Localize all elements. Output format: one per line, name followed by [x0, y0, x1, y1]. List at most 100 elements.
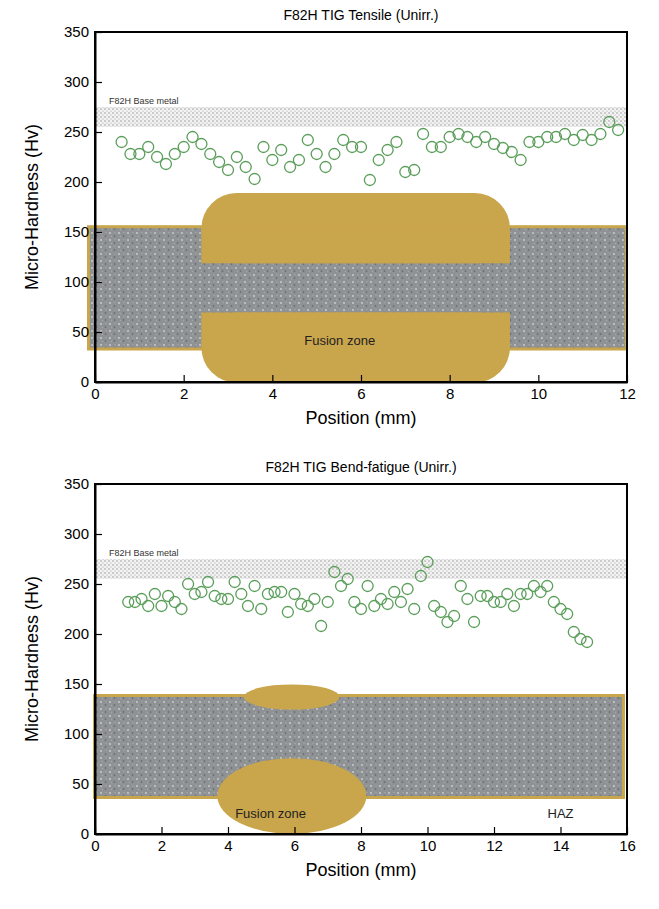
data-point [116, 137, 127, 148]
data-point [455, 581, 466, 592]
data-point [203, 577, 214, 588]
data-point [169, 597, 180, 608]
plot-area [95, 107, 627, 186]
specimen-notch [201, 312, 510, 382]
tick-label: 8 [446, 385, 454, 402]
data-point [329, 149, 340, 160]
data-point [415, 571, 426, 582]
data-point [316, 621, 327, 632]
data-point [178, 142, 189, 153]
tick: 14 [553, 827, 570, 854]
tick-label: 50 [72, 323, 89, 340]
tick: 10 [420, 827, 437, 854]
specimen-notch [201, 228, 510, 263]
data-point [604, 117, 615, 128]
data-point [508, 601, 519, 612]
data-point [362, 581, 373, 592]
tick-label: 4 [224, 837, 232, 854]
data-point [391, 137, 402, 148]
annotation: HAZ [548, 806, 574, 821]
data-point [535, 587, 546, 598]
data-point [156, 601, 167, 612]
base-metal-band [95, 107, 627, 127]
tick-mark [95, 132, 102, 133]
data-point [442, 617, 453, 628]
tick-mark [95, 82, 102, 83]
data-point [364, 175, 375, 186]
specimen-notch [201, 193, 510, 263]
data-point [256, 604, 267, 615]
data-point [382, 145, 393, 156]
tick-mark [95, 232, 102, 233]
data-point [143, 142, 154, 153]
data-point [595, 129, 606, 140]
data-point [382, 599, 393, 610]
tick-mark [294, 827, 295, 834]
data-point [176, 604, 187, 615]
tick-mark [184, 375, 185, 382]
data-point [262, 589, 273, 600]
tick-label: 4 [269, 385, 277, 402]
data-point [568, 627, 579, 638]
tick: 150 [64, 675, 102, 692]
data-point [613, 125, 624, 136]
tick-label: 10 [530, 385, 547, 402]
data-point [258, 142, 269, 153]
y-axis-title: Micro-Hardness (Hv) [22, 576, 42, 742]
data-point [282, 607, 293, 618]
data-point [293, 155, 304, 166]
tick-label: 150 [64, 223, 89, 240]
data-point [502, 589, 513, 600]
data-point [562, 609, 573, 620]
tick-label: 12 [486, 837, 503, 854]
data-point [469, 617, 480, 628]
data-point [160, 159, 171, 170]
data-point [548, 597, 559, 608]
x-axis: 024681012 [91, 375, 636, 402]
tick-mark [560, 827, 561, 834]
data-point [329, 567, 340, 578]
data-point [236, 589, 247, 600]
tick: 250 [64, 123, 102, 140]
tick-label: 14 [553, 837, 570, 854]
specimen-notch [201, 312, 510, 347]
data-point [240, 162, 251, 173]
data-point [528, 581, 539, 592]
tick: 100 [64, 725, 102, 742]
tick-label: 300 [64, 73, 89, 90]
tick-label: 0 [91, 385, 99, 402]
x-axis: 0246810121416 [91, 827, 636, 854]
tick-label: 300 [64, 525, 89, 542]
panel: F82H TIG Tensile (Unirr.)Fusion zoneF82H… [22, 7, 636, 428]
tick-label: 6 [357, 385, 365, 402]
tick: 150 [64, 223, 102, 240]
data-point [356, 142, 367, 153]
tick-mark [161, 827, 162, 834]
data-point [302, 601, 313, 612]
data-point [373, 155, 384, 166]
tick-mark [427, 827, 428, 834]
tick-label: 350 [64, 23, 89, 40]
data-point [349, 597, 360, 608]
data-point [136, 594, 147, 605]
tick: 200 [64, 625, 102, 642]
specimen [90, 228, 625, 347]
tick-label: 8 [357, 837, 365, 854]
plot-frame [95, 32, 627, 382]
tick-mark [95, 182, 102, 183]
annotation: F82H Base metal [109, 96, 179, 106]
data-point [149, 589, 160, 600]
x-axis-title: Position (mm) [305, 860, 416, 880]
data-point [449, 611, 460, 622]
tick-label: 350 [64, 475, 89, 492]
tick-label: 150 [64, 675, 89, 692]
data-point [267, 155, 278, 166]
data-point [320, 162, 331, 173]
data-point [489, 597, 500, 608]
data-point [276, 145, 287, 156]
data-point [515, 155, 526, 166]
tick-mark [95, 784, 102, 785]
tick-label: 250 [64, 123, 89, 140]
specimen-photo [87, 193, 628, 382]
data-point [189, 589, 200, 600]
